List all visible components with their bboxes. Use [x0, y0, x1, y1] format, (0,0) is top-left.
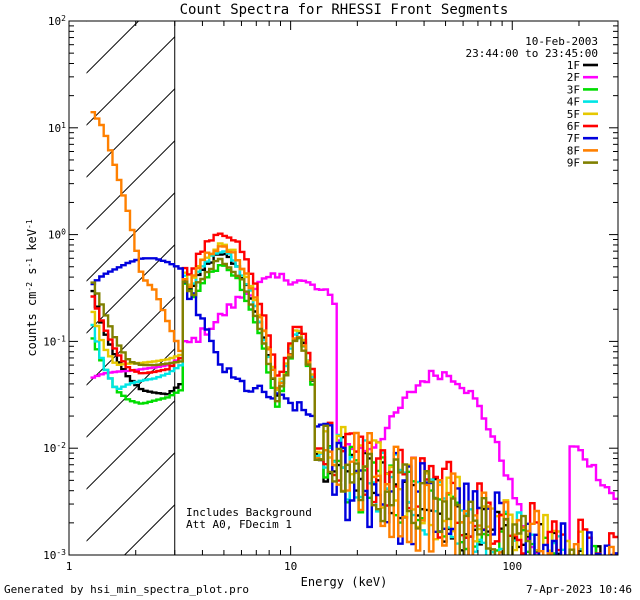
date-label: 10-Feb-2003	[525, 35, 598, 48]
legend-label-1f: 1F	[567, 59, 580, 72]
hatch-line	[86, 88, 175, 178]
time-range-label: 23:44:00 to 23:45:00	[466, 47, 598, 60]
hatch-line	[86, 36, 175, 126]
x-tick-label: 10	[284, 560, 297, 573]
legend-label-5f: 5F	[567, 108, 580, 121]
series-line-9f	[90, 257, 576, 555]
y-tick-label: 102	[48, 14, 66, 29]
y-axis-label: counts cm-2 s-1 keV-1	[25, 219, 40, 356]
background-note: Includes Background	[186, 506, 312, 519]
y-tick-label: 10-3	[43, 548, 66, 563]
y-tick-label: 101	[48, 120, 66, 135]
footer-timestamp: 7-Apr-2023 10:46	[526, 583, 632, 596]
hatch-line	[86, 400, 175, 490]
chart-title: Count Spectra for RHESSI Front Segments	[180, 2, 509, 18]
hatch-line	[86, 244, 175, 334]
footer-generated-by: Generated by hsi_min_spectra_plot.pro	[4, 583, 250, 596]
legend-label-7f: 7F	[567, 132, 580, 145]
y-tick-label: 10-2	[43, 441, 66, 456]
legend-label-8f: 8F	[567, 144, 580, 157]
legend-label-9f: 9F	[567, 157, 580, 170]
series-line-8f	[90, 111, 615, 555]
legend-label-4f: 4F	[567, 96, 580, 109]
attenuator-note: Att A0, FDecim 1	[186, 518, 292, 531]
hatch-line	[86, 296, 175, 386]
legend-label-2f: 2F	[567, 71, 580, 84]
hatch-line	[86, 21, 87, 22]
y-tick-label: 10-1	[43, 334, 66, 349]
plot-frame	[68, 20, 619, 556]
legend-label-6f: 6F	[567, 120, 580, 133]
hatch-line	[124, 504, 175, 555]
hatch-line	[86, 452, 175, 542]
legend-label-3f: 3F	[567, 83, 580, 96]
x-axis-label: Energy (keV)	[301, 575, 388, 589]
hatch-line	[86, 192, 175, 282]
x-tick-label: 1	[66, 560, 73, 573]
y-tick-label: 100	[48, 227, 66, 242]
x-tick-label: 100	[502, 560, 522, 573]
